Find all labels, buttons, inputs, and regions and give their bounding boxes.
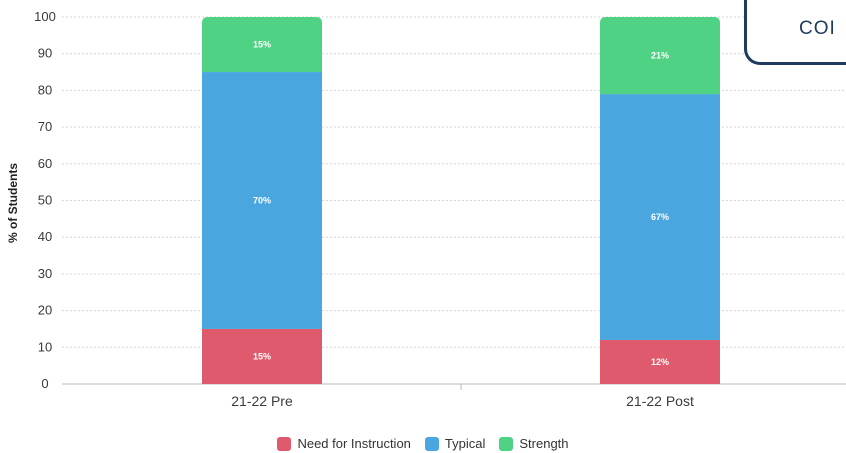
data-label: 15%	[253, 351, 271, 361]
legend-label: Need for Instruction	[297, 436, 411, 451]
bar-segment-strength	[202, 17, 322, 73]
legend-item: Typical	[424, 436, 486, 451]
x-tick-label: 21-22 Pre	[231, 393, 293, 409]
bar-segment-need-for-instruction	[202, 328, 322, 384]
data-label: 21%	[651, 51, 669, 61]
data-label: 15%	[253, 40, 271, 50]
y-tick-label: 60	[38, 156, 52, 171]
y-tick-label: 100	[34, 9, 56, 24]
y-tick-label: 70	[38, 119, 52, 134]
legend-item: Need for Instruction	[277, 436, 411, 451]
legend-label: Strength	[519, 436, 569, 451]
y-tick-label: 80	[38, 82, 52, 97]
legend-swatch	[424, 436, 439, 451]
data-label: 12%	[651, 357, 669, 367]
y-tick-label: 30	[38, 266, 52, 281]
x-tick-label: 21-22 Post	[626, 393, 694, 409]
legend-swatch	[499, 436, 514, 451]
bar-segment-typical	[600, 94, 720, 340]
y-axis-label: % of Students	[6, 163, 20, 243]
bar-segment-strength	[600, 17, 720, 95]
legend-item: Strength	[499, 436, 569, 451]
legend: Need for Instruction Typical Strength	[0, 436, 846, 451]
data-label: 67%	[651, 212, 669, 222]
legend-label: Typical	[444, 436, 486, 451]
y-tick-label: 50	[38, 193, 52, 208]
y-tick-label: 10	[38, 339, 52, 354]
y-tick-label: 20	[38, 303, 52, 318]
y-tick-label: 40	[38, 229, 52, 244]
bar-segment-need-for-instruction	[600, 339, 720, 384]
bars: 15% 70% 15% 12% 67% 21%	[202, 17, 720, 384]
data-label: 70%	[253, 196, 271, 206]
y-tick-label: 90	[38, 46, 52, 61]
y-axis-ticks: 0 10 20 30 40 50 60 70 80 90 100	[34, 9, 56, 391]
legend-swatch	[277, 436, 292, 451]
corner-badge: COI	[744, 0, 846, 65]
corner-badge-text: COI	[799, 18, 836, 39]
x-axis-labels: 21-22 Pre 21-22 Post	[231, 393, 694, 409]
stacked-bar-chart: 0 10 20 30 40 50 60 70 80 90 100 15% 70% 15% 12% 67% 21…	[6, 9, 846, 409]
bar-segment-typical	[202, 72, 322, 329]
gridlines	[62, 16, 846, 390]
y-tick-label: 0	[41, 376, 48, 391]
